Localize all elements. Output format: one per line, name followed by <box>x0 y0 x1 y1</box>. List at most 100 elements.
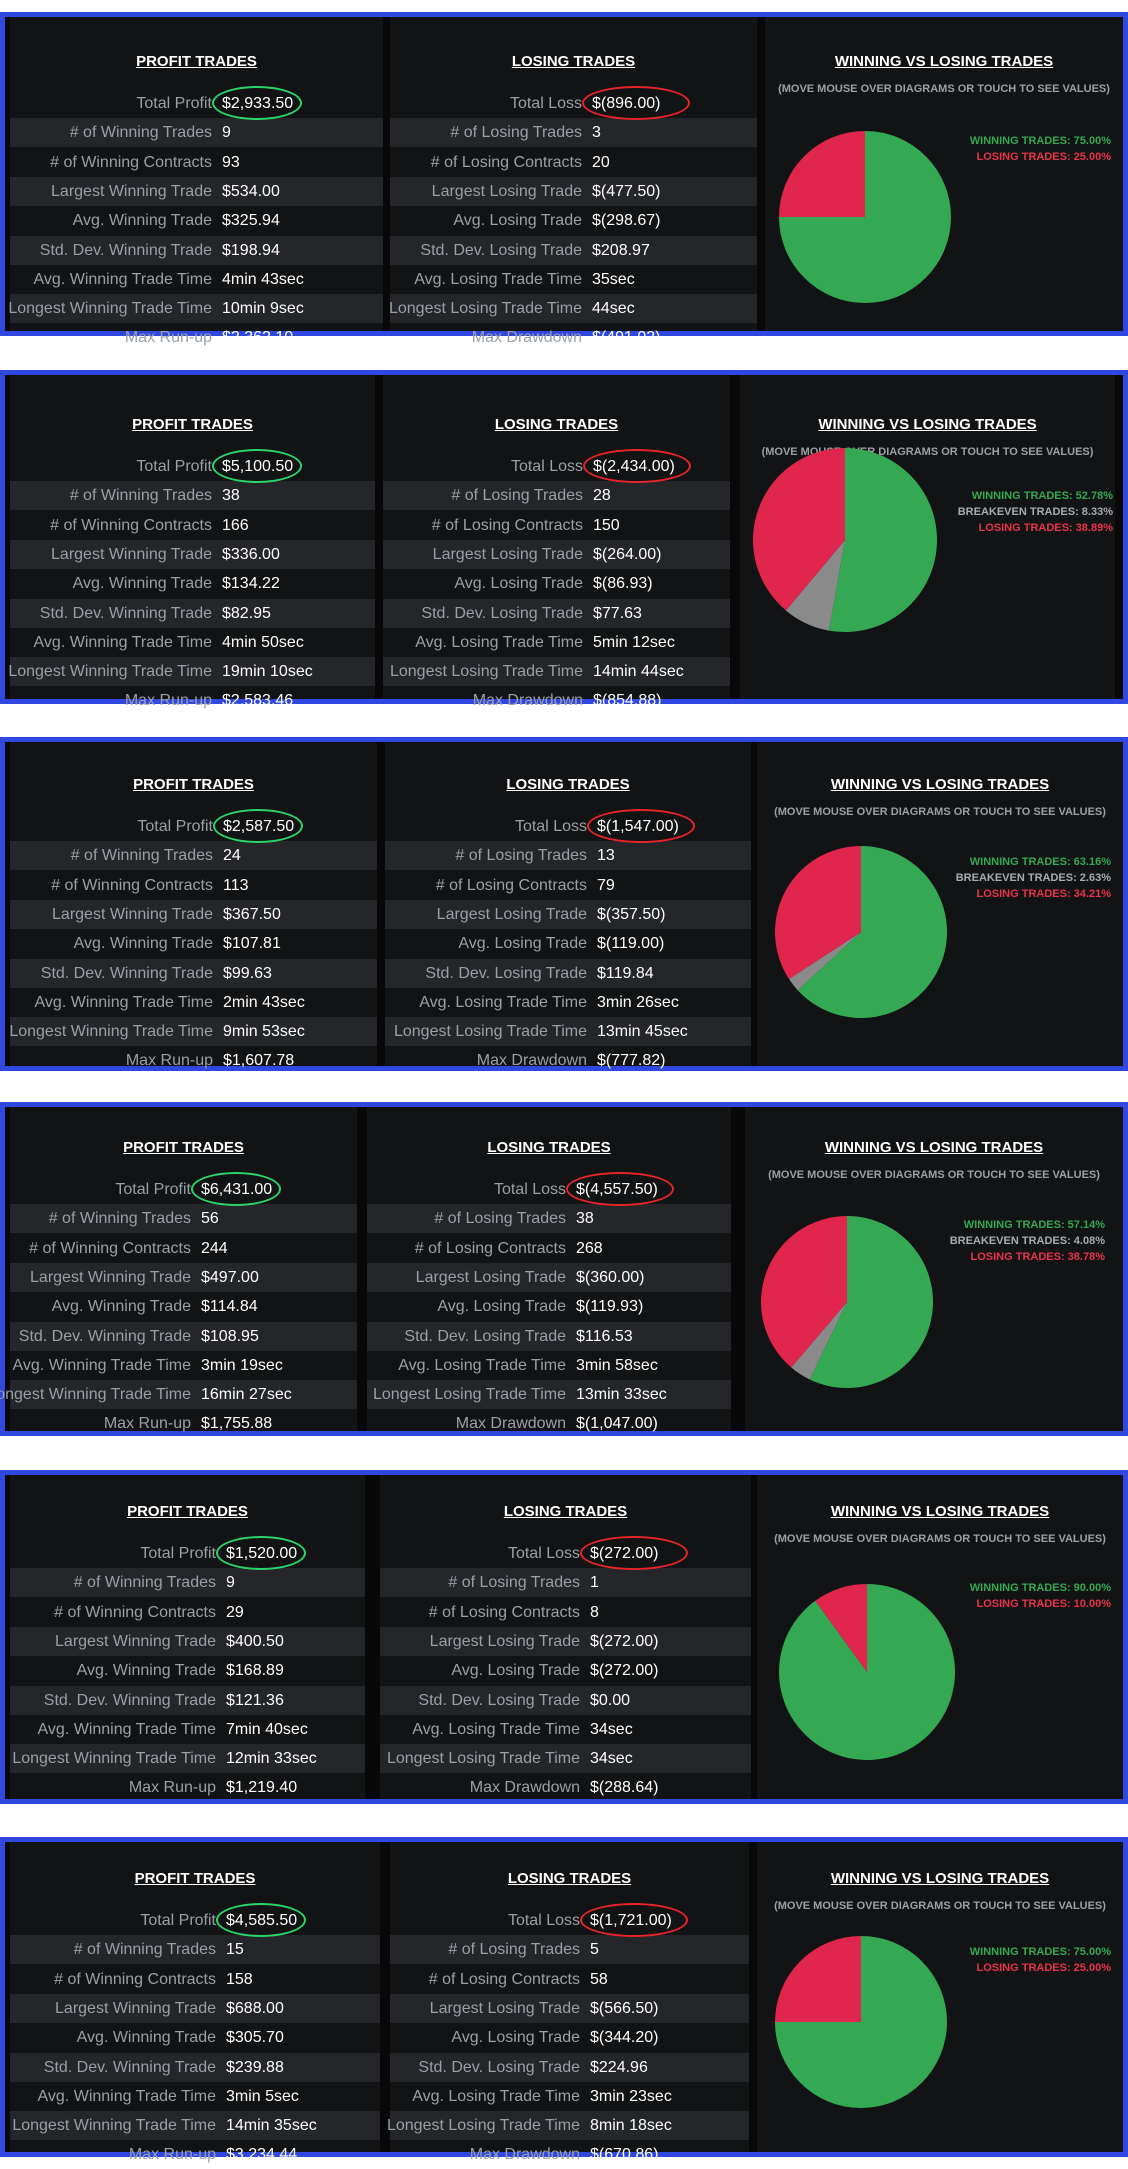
pie-slice-winning-trades[interactable] <box>829 448 937 632</box>
losing-stat-value: $(477.50) <box>592 182 661 200</box>
legend-entry: BREAKEVEN TRADES: 8.33% <box>957 506 1113 518</box>
chart-title: WINNING VS LOSING TRADES <box>824 1139 1044 1156</box>
profit-stat-label: Longest Winning Trade Time <box>9 1023 213 1041</box>
profit-stat-label: # of Winning Contracts <box>29 1239 191 1257</box>
losing-stat-value: $(1,721.00) <box>590 1912 672 1929</box>
losing-stat-value: $(357.50) <box>597 905 666 923</box>
losing-stat-label: # of Losing Trades <box>448 1574 580 1592</box>
losing-stat-row: Avg. Losing Trade Time 3min 58sec <box>367 1351 731 1380</box>
losing-stat-value: 268 <box>576 1239 603 1257</box>
profit-stat-row: Largest Winning Trade $400.50 <box>10 1626 365 1656</box>
win-loss-chart-panel: WINNING VS LOSING TRADES (MOVE MOUSE OVER… <box>740 375 1115 699</box>
pie-slice-losing-trades[interactable] <box>775 1936 861 2022</box>
profit-stat-row: Max Run-up $1,607.78 <box>10 1046 377 1075</box>
losing-stat-value: $(4,557.50) <box>576 1181 658 1198</box>
profit-stat-row: # of Winning Trades 24 <box>10 841 377 871</box>
profit-stat-value: $99.63 <box>223 964 272 982</box>
profit-trades-title: PROFIT TRADES <box>132 416 253 433</box>
chart-title: WINNING VS LOSING TRADES <box>830 1870 1050 1887</box>
losing-stat-label: Std. Dev. Losing Trade <box>421 604 583 622</box>
pie-slice-losing-trades[interactable] <box>775 846 861 980</box>
losing-stat-value: $(670.86) <box>590 2146 659 2164</box>
losing-stat-row: Std. Dev. Losing Trade $0.00 <box>380 1685 751 1715</box>
win-loss-pie-chart[interactable] <box>751 446 939 634</box>
trade-report-panel: PROFIT TRADES Total Profit $2,933.50 # of W… <box>0 12 1128 346</box>
losing-stat-label: Max Drawdown <box>476 1052 587 1070</box>
win-loss-chart-panel: WINNING VS LOSING TRADES (MOVE MOUSE OVER… <box>765 17 1123 331</box>
profit-trades-title: PROFIT TRADES <box>127 1503 248 1520</box>
pie-slice-losing-trades[interactable] <box>815 1584 867 1672</box>
profit-stat-value: $3,234.44 <box>226 2146 298 2164</box>
legend-entry: LOSING TRADES: 25.00% <box>976 1962 1111 1974</box>
profit-stat-row: Total Profit $2,933.50 <box>10 89 383 118</box>
win-loss-pie-chart[interactable] <box>777 1582 957 1762</box>
losing-stat-row: Largest Losing Trade $(566.50) <box>390 1993 749 2023</box>
losing-stat-label: Longest Losing Trade Time <box>393 1023 587 1041</box>
pie-slice-breakeven-trades[interactable] <box>791 1302 847 1380</box>
losing-stat-label: Total Loss <box>507 1545 580 1562</box>
losing-stat-row: # of Losing Contracts 268 <box>367 1234 731 1263</box>
pie-slice-winning-trades[interactable] <box>797 846 947 1018</box>
profit-stat-value: 9 <box>222 124 231 142</box>
pie-slice-breakeven-trades[interactable] <box>785 540 845 631</box>
profit-stat-value: $2,362.10 <box>222 329 294 347</box>
profit-stat-row: Avg. Winning Trade $305.70 <box>10 2023 380 2052</box>
profit-stat-row: Largest Winning Trade $367.50 <box>10 899 377 929</box>
losing-stat-value: $0.00 <box>590 1691 631 1709</box>
profit-stat-row: Largest Winning Trade $688.00 <box>10 1993 380 2023</box>
profit-stat-row: Avg. Winning Trade Time 2min 43sec <box>10 988 377 1017</box>
profit-stat-label: Std. Dev. Winning Trade <box>40 964 213 982</box>
losing-stat-row: Largest Losing Trade $(272.00) <box>380 1626 751 1656</box>
losing-stat-label: # of Losing Trades <box>455 847 587 865</box>
losing-stat-label: Avg. Losing Trade <box>458 935 587 953</box>
losing-stat-row: Total Loss $(2,434.00) <box>383 452 730 481</box>
profit-trades-column: PROFIT TRADES Total Profit $2,933.50 # of W… <box>8 17 383 346</box>
pie-slice-winning-trades[interactable] <box>809 1216 933 1388</box>
losing-stat-row: Total Loss $(1,547.00) <box>385 812 751 841</box>
losing-stat-label: # of Losing Contracts <box>431 516 583 534</box>
losing-stat-label: Longest Losing Trade Time <box>372 1386 566 1404</box>
profit-stat-value: $688.00 <box>226 1999 284 2017</box>
profit-stat-label: Std. Dev. Winning Trade <box>43 2058 216 2076</box>
losing-stat-value: $(288.64) <box>590 1779 659 1797</box>
losing-trades-title: LOSING TRADES <box>494 416 619 433</box>
losing-stat-value: 3 <box>592 124 601 142</box>
win-loss-pie-chart[interactable] <box>777 129 953 305</box>
profit-stat-label: Largest Winning Trade <box>51 182 212 200</box>
losing-stat-value: 8 <box>590 1603 599 1621</box>
profit-stat-row: Longest Winning Trade Time 14min 35sec <box>10 2111 380 2141</box>
pie-slice-breakeven-trades[interactable] <box>789 932 861 991</box>
profit-stat-row: Longest Winning Trade Time 10min 9sec <box>8 294 383 324</box>
win-loss-pie-chart[interactable] <box>759 1214 935 1390</box>
losing-stat-row: Avg. Losing Trade Time 34sec <box>380 1715 751 1744</box>
profit-stat-row: # of Winning Trades 9 <box>10 118 383 148</box>
profit-stat-label: # of Winning Contracts <box>50 516 212 534</box>
pie-slice-losing-trades[interactable] <box>779 131 865 217</box>
profit-stat-row: # of Winning Contracts 93 <box>10 148 383 177</box>
losing-stat-value: $(777.82) <box>597 1052 666 1070</box>
profit-stat-row: # of Winning Contracts 113 <box>10 871 377 900</box>
profit-stat-label: Largest Winning Trade <box>55 1999 216 2017</box>
profit-stat-label: # of Winning Trades <box>48 1210 191 1228</box>
pie-slice-losing-trades[interactable] <box>761 1216 847 1368</box>
losing-stat-row: # of Losing Contracts 58 <box>390 1965 749 1994</box>
profit-stat-row: Longest Winning Trade Time 9min 53sec <box>9 1017 377 1047</box>
profit-stat-row: # of Winning Trades 38 <box>10 481 375 511</box>
legend-entry: LOSING TRADES: 25.00% <box>976 151 1111 163</box>
win-loss-chart-panel: WINNING VS LOSING TRADES (MOVE MOUSE OVER… <box>757 742 1123 1066</box>
pie-slice-losing-trades[interactable] <box>753 448 845 611</box>
losing-stat-row: Total Loss $(272.00) <box>380 1539 751 1568</box>
win-loss-pie-chart[interactable] <box>773 844 949 1020</box>
profit-stat-row: Largest Winning Trade $497.00 <box>10 1262 357 1292</box>
profit-stat-label: # of Winning Contracts <box>50 153 212 171</box>
profit-stat-value: $82.95 <box>222 604 271 622</box>
profit-stat-value: 14min 35sec <box>226 2117 317 2135</box>
losing-stat-row: Longest Losing Trade Time 8min 18sec <box>387 2111 749 2141</box>
win-loss-pie-chart[interactable] <box>773 1934 949 2110</box>
profit-stat-label: # of Winning Contracts <box>51 876 213 894</box>
profit-stat-row: # of Winning Trades 15 <box>10 1935 380 1965</box>
losing-stat-value: $(566.50) <box>590 1999 659 2017</box>
losing-stat-value: 5 <box>590 1941 599 1959</box>
losing-stat-label: # of Losing Trades <box>434 1210 566 1228</box>
losing-stat-row: # of Losing Trades 1 <box>380 1568 751 1598</box>
